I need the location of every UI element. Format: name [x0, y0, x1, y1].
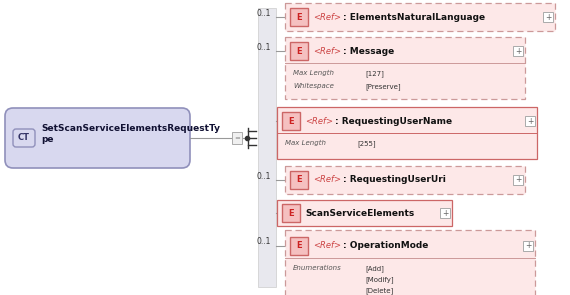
- Text: 0..1: 0..1: [256, 9, 271, 18]
- Text: +: +: [515, 47, 521, 55]
- Bar: [290, 42, 308, 60]
- Bar: [232, 132, 242, 144]
- Text: 0..1: 0..1: [256, 237, 271, 246]
- Text: +: +: [515, 176, 521, 184]
- Text: <Ref>: <Ref>: [313, 12, 341, 22]
- Text: : Message: : Message: [343, 47, 394, 55]
- Text: [127]: [127]: [365, 70, 384, 77]
- Text: [Add]: [Add]: [365, 265, 384, 272]
- Text: Whitespace: Whitespace: [293, 83, 334, 89]
- Text: 0..1: 0..1: [256, 43, 271, 52]
- Text: E: E: [296, 12, 302, 22]
- Text: +: +: [525, 242, 531, 250]
- Text: E: E: [288, 117, 294, 125]
- Bar: [543, 12, 553, 22]
- Bar: [290, 171, 308, 189]
- Text: 0..1: 0..1: [256, 172, 271, 181]
- Text: E: E: [296, 242, 302, 250]
- Bar: [285, 166, 525, 194]
- Text: : RequestingUserUri: : RequestingUserUri: [343, 176, 446, 184]
- Bar: [513, 175, 523, 185]
- Bar: [282, 112, 300, 130]
- Text: =: =: [234, 135, 240, 141]
- Bar: [290, 8, 308, 26]
- Text: : ElementsNaturalLanguage: : ElementsNaturalLanguage: [343, 12, 485, 22]
- Text: E: E: [296, 176, 302, 184]
- Text: [Modify]: [Modify]: [365, 276, 394, 283]
- Bar: [282, 204, 300, 222]
- Bar: [440, 208, 450, 218]
- Text: [Preserve]: [Preserve]: [365, 83, 401, 90]
- Text: +: +: [527, 117, 533, 125]
- Text: : RequestingUserName: : RequestingUserName: [335, 117, 452, 125]
- Text: SetScanServiceElementsRequestTy
pe: SetScanServiceElementsRequestTy pe: [41, 124, 220, 144]
- Bar: [285, 230, 535, 295]
- Text: CT: CT: [18, 134, 30, 142]
- Bar: [525, 116, 535, 126]
- Text: <Ref>: <Ref>: [313, 176, 341, 184]
- Text: Max Length: Max Length: [285, 140, 326, 146]
- Text: : OperationMode: : OperationMode: [343, 242, 429, 250]
- Text: E: E: [288, 209, 294, 217]
- FancyBboxPatch shape: [5, 108, 190, 168]
- Bar: [285, 37, 525, 99]
- Bar: [277, 200, 452, 226]
- Text: +: +: [545, 12, 551, 22]
- Text: Max Length: Max Length: [293, 70, 334, 76]
- Text: Enumerations: Enumerations: [293, 265, 342, 271]
- Text: <Ref>: <Ref>: [313, 47, 341, 55]
- Text: [255]: [255]: [357, 140, 376, 147]
- Text: ScanServiceElements: ScanServiceElements: [305, 209, 414, 217]
- Bar: [277, 107, 537, 159]
- Bar: [290, 237, 308, 255]
- Bar: [513, 46, 523, 56]
- Text: <Ref>: <Ref>: [313, 242, 341, 250]
- Bar: [285, 3, 555, 31]
- Text: E: E: [296, 47, 302, 55]
- Text: [Delete]: [Delete]: [365, 287, 393, 294]
- Text: <Ref>: <Ref>: [305, 117, 333, 125]
- Text: +: +: [442, 209, 448, 217]
- FancyBboxPatch shape: [13, 129, 35, 147]
- Bar: [258, 8, 276, 287]
- Bar: [523, 241, 533, 251]
